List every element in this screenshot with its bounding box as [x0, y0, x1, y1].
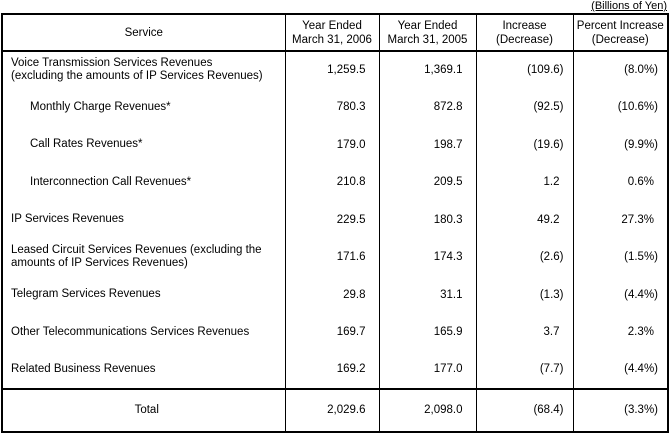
value-increase: 49.2	[475, 201, 574, 239]
service-cell: Voice Transmission Services Revenues (ex…	[1, 51, 286, 89]
table-row-interconnection-call: Interconnection Call Revenues* 210.8 209…	[1, 163, 669, 201]
service-label-line1: Call Rates Revenues*	[30, 138, 143, 151]
value-percent: (1.5%)	[572, 238, 669, 276]
col-header-percent-line1: Percent Increase	[576, 19, 664, 32]
value-2006: 229.5	[284, 201, 380, 239]
value-2005: 165.9	[378, 313, 477, 351]
value-2005: 1,369.1	[378, 51, 477, 89]
value-2006: 29.8	[284, 276, 380, 314]
value-percent: (10.6%)	[572, 88, 669, 126]
col-header-year-2005: Year Ended March 31, 2005	[378, 14, 477, 52]
col-header-increase-line1: Increase	[502, 19, 547, 32]
header-row: Service Year Ended March 31, 2006 Year E…	[1, 14, 669, 52]
value-percent: (8.0%)	[572, 51, 669, 89]
table-row-call-rates: Call Rates Revenues* 179.0 198.7 (19.6) …	[1, 126, 669, 164]
col-header-percent-line2: (Decrease)	[591, 33, 649, 46]
service-cell: Related Business Revenues	[1, 351, 286, 389]
service-cell: Leased Circuit Services Revenues (exclud…	[1, 238, 286, 276]
value-2006: 780.3	[284, 88, 380, 126]
value-increase: (1.3)	[475, 276, 574, 314]
value-percent: (4.4%)	[572, 351, 669, 389]
table-row-other-telecom: Other Telecommunications Services Revenu…	[1, 313, 669, 351]
value-2005: 31.1	[378, 276, 477, 314]
service-label-line1: Telegram Services Revenues	[11, 288, 161, 301]
value-2006: 171.6	[284, 238, 380, 276]
value-percent: 0.6%	[572, 163, 669, 201]
service-label-line2: (excluding the amounts of IP Services Re…	[11, 70, 263, 83]
value-percent: (9.9%)	[572, 126, 669, 164]
service-cell: Monthly Charge Revenues*	[1, 88, 286, 126]
total-label-cell: Total	[1, 387, 286, 432]
value-2005: 198.7	[378, 126, 477, 164]
value-2005: 209.5	[378, 163, 477, 201]
service-label-line1: Related Business Revenues	[11, 362, 156, 375]
col-header-year-2006-line2: March 31, 2006	[292, 33, 372, 46]
service-cell: Interconnection Call Revenues*	[1, 163, 286, 201]
total-value-increase: (68.4)	[475, 387, 574, 432]
service-cell: Other Telecommunications Services Revenu…	[1, 313, 286, 351]
service-cell: IP Services Revenues	[1, 201, 286, 239]
service-label-line1: Interconnection Call Revenues*	[30, 175, 192, 188]
total-value-2006: 2,029.6	[284, 387, 380, 432]
col-header-percent-increase: Percent Increase (Decrease)	[572, 14, 669, 52]
revenue-table: Service Year Ended March 31, 2006 Year E…	[1, 13, 669, 433]
service-label-line1: IP Services Revenues	[11, 213, 124, 226]
value-increase: 3.7	[475, 313, 574, 351]
service-label-line2: amounts of IP Services Revenues)	[11, 257, 188, 270]
col-header-service: Service	[1, 14, 286, 52]
col-header-increase-line2: (Decrease)	[496, 33, 553, 46]
value-2006: 210.8	[284, 163, 380, 201]
table-row-related-business: Related Business Revenues 169.2 177.0 (7…	[1, 351, 669, 389]
table-row-telegram: Telegram Services Revenues 29.8 31.1 (1.…	[1, 276, 669, 314]
value-increase: (92.5)	[475, 88, 574, 126]
table-row-voice-transmission: Voice Transmission Services Revenues (ex…	[1, 51, 669, 89]
table-header: Service Year Ended March 31, 2006 Year E…	[1, 14, 669, 52]
total-row: Total 2,029.6 2,098.0 (68.4) (3.3%)	[1, 387, 669, 432]
value-increase: 1.2	[475, 163, 574, 201]
value-percent: 27.3%	[572, 201, 669, 239]
service-cell: Telegram Services Revenues	[1, 276, 286, 314]
service-cell: Call Rates Revenues*	[1, 126, 286, 164]
table-body: Voice Transmission Services Revenues (ex…	[1, 51, 669, 432]
total-value-2005: 2,098.0	[378, 387, 477, 432]
col-header-year-2005-line2: March 31, 2005	[387, 33, 468, 46]
service-label-line1: Monthly Charge Revenues*	[30, 100, 171, 113]
col-header-year-2006-line1: Year Ended	[302, 19, 362, 32]
value-2006: 1,259.5	[284, 51, 380, 89]
value-2005: 872.8	[378, 88, 477, 126]
table-row-leased-circuit: Leased Circuit Services Revenues (exclud…	[1, 238, 669, 276]
service-label-line1: Other Telecommunications Services Revenu…	[11, 325, 250, 338]
col-header-service-label: Service	[124, 26, 163, 39]
value-increase: (109.6)	[475, 51, 574, 89]
table-row-monthly-charge: Monthly Charge Revenues* 780.3 872.8 (92…	[1, 88, 669, 126]
value-2005: 174.3	[378, 238, 477, 276]
value-2006: 179.0	[284, 126, 380, 164]
units-note: (Billions of Yen)	[591, 0, 667, 12]
service-label-line1: Voice Transmission Services Revenues	[11, 57, 213, 70]
col-header-year-2005-line1: Year Ended	[397, 19, 458, 32]
value-increase: (19.6)	[475, 126, 574, 164]
service-label-line1: Leased Circuit Services Revenues (exclud…	[11, 244, 262, 257]
value-2006: 169.7	[284, 313, 380, 351]
value-increase: (7.7)	[475, 351, 574, 389]
value-2005: 177.0	[378, 351, 477, 389]
value-percent: 2.3%	[572, 313, 669, 351]
col-header-year-2006: Year Ended March 31, 2006	[284, 14, 380, 52]
table-row-ip-services: IP Services Revenues 229.5 180.3 49.2 27…	[1, 201, 669, 239]
value-increase: (2.6)	[475, 238, 574, 276]
value-2005: 180.3	[378, 201, 477, 239]
total-value-percent: (3.3%)	[572, 387, 669, 432]
value-2006: 169.2	[284, 351, 380, 389]
col-header-increase: Increase (Decrease)	[475, 14, 574, 52]
value-percent: (4.4%)	[572, 276, 669, 314]
